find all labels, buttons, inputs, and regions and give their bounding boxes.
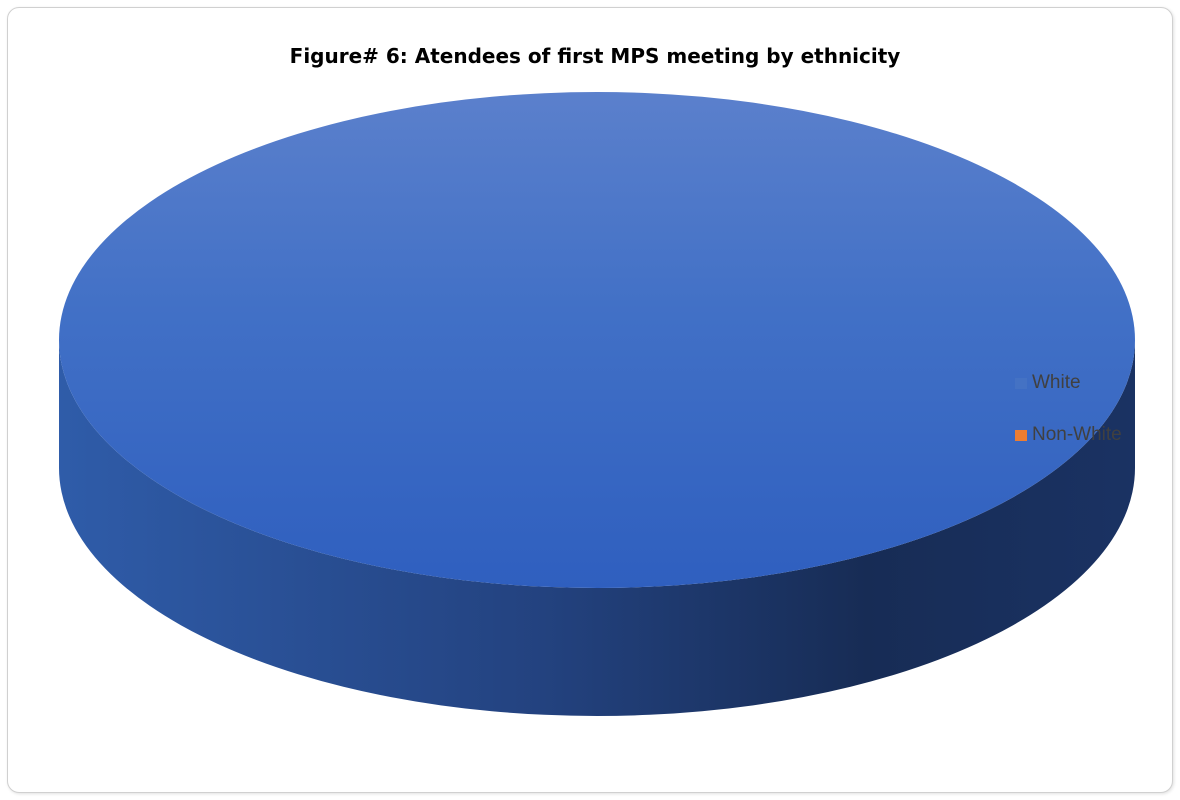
legend-swatch-non-white [1015, 429, 1027, 441]
pie-slice-side-white [59, 340, 1135, 716]
legend-label-white: White [1032, 372, 1081, 393]
legend-label-non-white: Non-White [1032, 424, 1122, 445]
legend-item-white: White [1015, 372, 1081, 394]
legend-swatch-white [1015, 377, 1027, 389]
pie-slices [59, 92, 1135, 716]
pie-slice-top-white [59, 92, 1135, 588]
legend-item-non-white: Non-White [1015, 424, 1122, 446]
chart-title: Figure# 6: Atendees of first MPS meeting… [289, 44, 901, 68]
pie-slice-white [59, 92, 1135, 716]
